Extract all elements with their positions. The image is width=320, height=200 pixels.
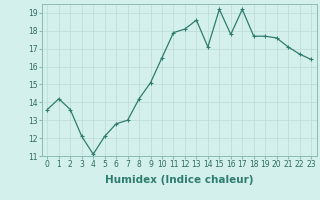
X-axis label: Humidex (Indice chaleur): Humidex (Indice chaleur) — [105, 175, 253, 185]
